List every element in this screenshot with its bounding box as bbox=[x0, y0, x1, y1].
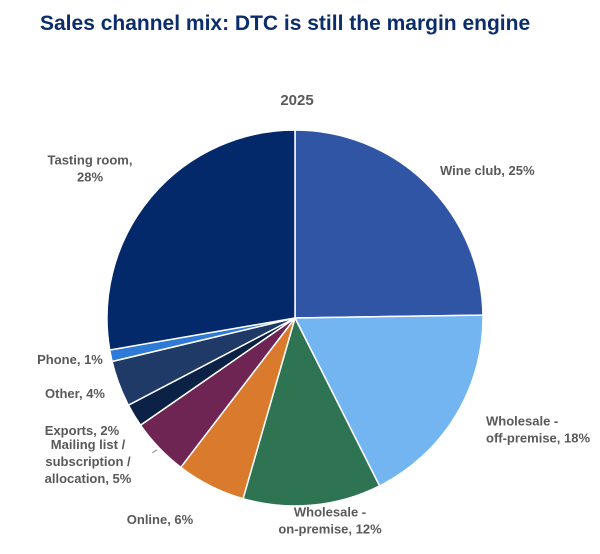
label-tasting-room: Tasting room, 28% bbox=[48, 153, 133, 185]
label-exports: Exports, 2% bbox=[45, 423, 120, 438]
slice-wine-club bbox=[294, 129, 484, 319]
label-line: Wholesale - bbox=[294, 505, 366, 520]
label-other: Other, 4% bbox=[45, 386, 105, 401]
label-line: Phone, 1% bbox=[37, 352, 103, 367]
label-line: 28% bbox=[77, 170, 103, 185]
label-online: Online, 6% bbox=[127, 512, 194, 527]
label-wine-club: Wine club, 25% bbox=[440, 163, 535, 178]
label-line: Online, 6% bbox=[127, 512, 194, 527]
label-line: Other, 4% bbox=[45, 386, 105, 401]
label-line: off-premise, 18% bbox=[486, 431, 590, 446]
label-line: Exports, 2% bbox=[45, 423, 120, 438]
label-line: on-premise, 12% bbox=[278, 522, 382, 537]
label-line: Wine club, 25% bbox=[440, 163, 535, 178]
label-wholesale-off-premise: Wholesale - off-premise, 18% bbox=[486, 414, 590, 446]
slice-wholesale-on-premise bbox=[242, 315, 381, 507]
label-line: subscription / bbox=[45, 454, 131, 469]
label-wholesale-on-premise: Wholesale - on-premise, 12% bbox=[278, 505, 382, 537]
label-phone: Phone, 1% bbox=[37, 352, 103, 367]
label-line: Mailing list / bbox=[51, 437, 126, 452]
label-line: Tasting room, bbox=[48, 153, 133, 168]
slice-wholesale-off-premise bbox=[293, 314, 484, 487]
label-mailing-list-subscription-allocation: Mailing list / subscription / allocation, … bbox=[45, 437, 132, 486]
page-title: Sales channel mix: DTC is still the marg… bbox=[40, 12, 531, 35]
leader-line-mailing-list-subscription-allocation bbox=[151, 449, 158, 454]
slice-tasting-room bbox=[106, 129, 296, 351]
label-line: Wholesale - bbox=[486, 414, 558, 429]
label-line: allocation, 5% bbox=[45, 471, 132, 486]
chart-subtitle: 2025 bbox=[280, 92, 313, 109]
